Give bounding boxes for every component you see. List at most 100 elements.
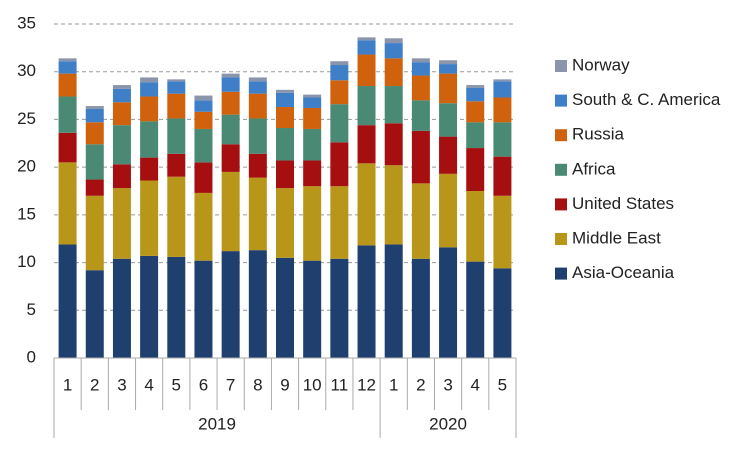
bar-segment [303,97,322,108]
legend-swatch [555,163,567,176]
x-tick-label: 2 [416,375,425,394]
bar-segment [411,62,430,76]
bar-segment [493,81,512,98]
bar-segment [466,122,485,149]
bar-segment [85,106,104,109]
bar-segment [303,94,322,98]
bar-segment [330,186,349,259]
bar-segment [112,188,131,259]
x-tick-label: 2 [90,375,99,394]
y-tick-label: 25 [17,109,36,128]
x-tick-label: 7 [226,375,235,394]
bar-segment [411,100,430,131]
bar-segment [58,132,77,163]
legend-label: South & C. America [572,90,721,109]
bar-segment [58,61,77,74]
bar-segment [221,91,240,115]
bar-segment [439,173,458,248]
bar-segment [194,162,213,193]
bar-segment [384,58,403,87]
bar-segment [167,176,186,257]
bar-segment [466,87,485,102]
bar-segment [85,195,104,271]
bar-segment [140,96,159,122]
x-tick-label: 1 [63,375,72,394]
bar-segment [384,86,403,124]
bar-segment [357,163,376,246]
bar-segment [85,179,104,196]
x-tick-label: 6 [199,375,208,394]
bar-segment [194,260,213,358]
bar-segment [248,93,267,119]
bar-segment [248,118,267,154]
bar-segment [85,122,104,145]
bar-segment [194,100,213,112]
bar-segment [58,244,77,358]
bar-segment [58,96,77,133]
x-tick-label: 4 [471,375,480,394]
y-tick-label: 0 [27,347,36,366]
bar-segment [303,186,322,261]
bar-segment [194,192,213,261]
bar-segment [112,258,131,358]
bar-segment [85,270,104,358]
x-group-label: 2019 [198,414,236,433]
x-tick-label: 4 [144,375,153,394]
bar-segment [439,64,458,74]
bar-segment [330,80,349,105]
y-tick-label: 20 [17,157,36,176]
bar-segment [303,107,322,129]
y-tick-label: 10 [17,252,36,271]
bar-segment [466,148,485,191]
bar-segment [411,130,430,184]
bar-segment [330,61,349,66]
y-tick-label: 30 [17,61,36,80]
bar-segment [303,260,322,358]
x-tick-label: 3 [443,375,452,394]
legend-swatch [555,129,567,142]
bar-segment [248,77,267,82]
bar-segment [112,102,131,126]
legend-label: Africa [572,159,616,178]
y-tick-label: 5 [27,300,36,319]
bar-segment [140,77,159,83]
bar-segment [221,251,240,358]
bar-segment [167,153,186,177]
bar-segment [248,250,267,358]
bar-segment [276,128,294,161]
x-tick-label: 9 [280,375,289,394]
bar-segment [493,156,512,196]
bar-segment [439,73,458,104]
legend-swatch [555,267,567,280]
bar-segment [466,261,485,358]
y-tick-label: 15 [17,204,36,223]
bar-segment [357,37,376,41]
x-tick-label: 8 [253,375,262,394]
legend-label: United States [572,194,674,213]
bar-segment [140,157,159,181]
bar-segment [276,92,294,108]
bar-segment [112,85,131,89]
bar-segment [466,85,485,88]
x-tick-label: 11 [331,375,349,394]
bar-segment [384,123,403,166]
bar-segment [330,104,349,143]
bar-segment [303,128,322,161]
bar-segment [493,122,512,157]
x-tick-label: 12 [357,375,376,394]
bar-segment [276,160,294,189]
legend-label: Russia [572,125,625,144]
bar-segment [276,89,294,93]
y-tick-label: 35 [17,13,36,32]
bar-segment [140,82,159,97]
bar-segment [221,77,240,92]
bar-segment [112,125,131,165]
bar-segment [411,258,430,358]
legend-label: Norway [572,55,630,74]
bar-segment [85,108,104,123]
bar-segment [167,81,186,94]
bar-segment [493,79,512,82]
legend-label: Middle East [572,228,661,247]
bar-segment [140,121,159,158]
